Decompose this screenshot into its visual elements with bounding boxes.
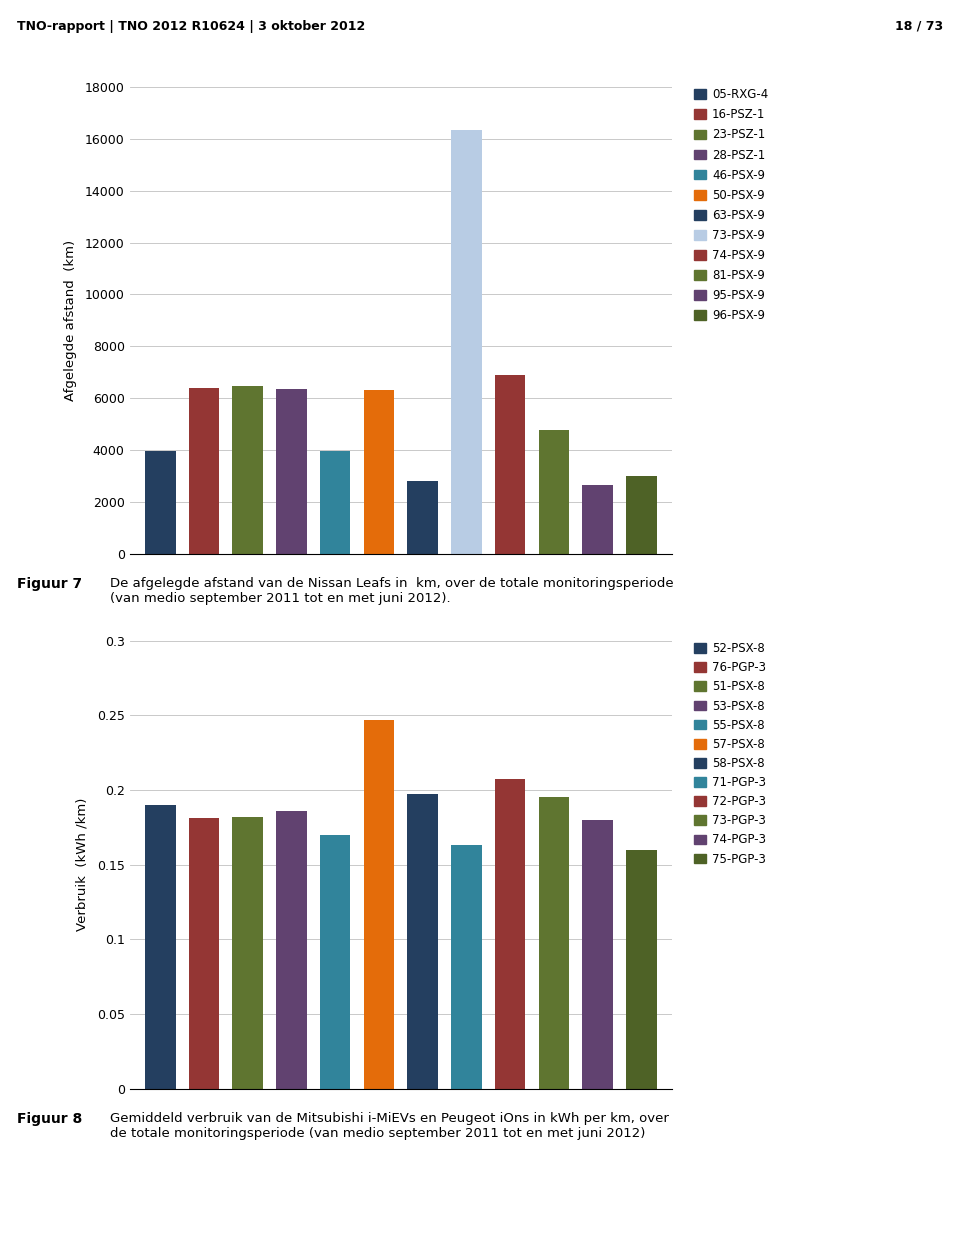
Y-axis label: Afgelegde afstand  (km): Afgelegde afstand (km) (63, 240, 77, 401)
Text: Figuur 8: Figuur 8 (17, 1112, 83, 1126)
Text: Gemiddeld verbruik van de Mitsubishi i-MiEVs en Peugeot iOns in kWh per km, over: Gemiddeld verbruik van de Mitsubishi i-M… (110, 1112, 669, 1141)
Text: TNO-rapport | TNO 2012 R10624 | 3 oktober 2012: TNO-rapport | TNO 2012 R10624 | 3 oktobe… (17, 20, 366, 32)
Bar (451, 845, 482, 1088)
Bar (320, 835, 350, 1088)
Bar (276, 811, 307, 1088)
Bar (494, 374, 525, 554)
Bar (583, 485, 612, 554)
Legend: 52-PSX-8, 76-PGP-3, 51-PSX-8, 53-PSX-8, 55-PSX-8, 57-PSX-8, 58-PSX-8, 71-PGP-3, : 52-PSX-8, 76-PGP-3, 51-PSX-8, 53-PSX-8, … (694, 642, 766, 866)
Bar (145, 452, 176, 554)
Bar (407, 481, 438, 554)
Y-axis label: Verbruik  (kWh /km): Verbruik (kWh /km) (76, 797, 88, 932)
Bar (364, 720, 395, 1088)
Bar (320, 452, 350, 554)
Bar (276, 389, 307, 554)
Bar (189, 388, 219, 554)
Text: 18 / 73: 18 / 73 (895, 20, 943, 32)
Bar (539, 797, 569, 1088)
Bar (364, 391, 395, 554)
Legend: 05-RXG-4, 16-PSZ-1, 23-PSZ-1, 28-PSZ-1, 46-PSX-9, 50-PSX-9, 63-PSX-9, 73-PSX-9, : 05-RXG-4, 16-PSZ-1, 23-PSZ-1, 28-PSZ-1, … (694, 88, 768, 322)
Text: Figuur 7: Figuur 7 (17, 577, 83, 591)
Bar (232, 387, 263, 554)
Bar (145, 805, 176, 1088)
Bar (626, 850, 657, 1088)
Bar (539, 430, 569, 554)
Bar (626, 475, 657, 554)
Bar (583, 820, 612, 1088)
Bar (451, 129, 482, 554)
Bar (232, 817, 263, 1088)
Bar (407, 795, 438, 1088)
Bar (189, 819, 219, 1088)
Text: De afgelegde afstand van de Nissan Leafs in  km, over de totale monitoringsperio: De afgelegde afstand van de Nissan Leafs… (110, 577, 674, 606)
Bar (494, 780, 525, 1088)
